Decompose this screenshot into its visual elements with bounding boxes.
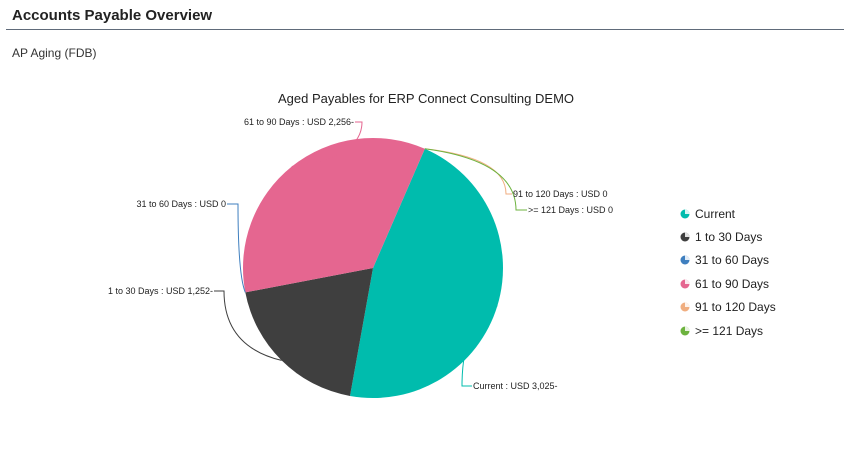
- legend-item-1[interactable]: 1 to 30 Days: [680, 225, 776, 248]
- legend-swatch-icon: [680, 279, 690, 289]
- legend-swatch-icon: [680, 232, 690, 242]
- legend-label: 31 to 60 Days: [695, 253, 770, 268]
- data-label-0: Current : USD 3,025-: [473, 381, 558, 391]
- data-label-3: 61 to 90 Days : USD 2,256-: [244, 117, 354, 127]
- page-title: Accounts Payable Overview: [12, 7, 213, 24]
- data-label-1: 1 to 30 Days : USD 1,252-: [108, 286, 213, 296]
- leader-line-1: [214, 290, 282, 361]
- legend-swatch-icon: [680, 209, 690, 219]
- legend-label: >= 121 Days: [695, 323, 764, 338]
- chart-title: Aged Payables for ERP Connect Consulting…: [278, 91, 574, 106]
- pie-slice-1[interactable]: [245, 268, 373, 396]
- leader-line-2: [227, 203, 246, 293]
- legend-item-2[interactable]: 31 to 60 Days: [680, 249, 776, 272]
- data-label-5: >= 121 Days : USD 0: [528, 205, 613, 215]
- legend-swatch-icon: [680, 326, 690, 336]
- section-label: AP Aging (FDB): [12, 46, 97, 60]
- data-label-4: 91 to 120 Days : USD 0: [513, 189, 608, 199]
- leader-line-3: [291, 121, 363, 167]
- leader-line-0: [461, 305, 498, 387]
- legend-item-4[interactable]: 91 to 120 Days: [680, 296, 776, 319]
- legend-label: 1 to 30 Days: [695, 230, 763, 245]
- legend-item-3[interactable]: 61 to 90 Days: [680, 272, 776, 295]
- data-label-2: 31 to 60 Days : USD 0: [136, 199, 226, 209]
- legend-swatch-icon: [680, 255, 690, 265]
- legend-item-5[interactable]: >= 121 Days: [680, 319, 776, 342]
- legend-label: Current: [695, 206, 736, 221]
- title-divider: [6, 29, 844, 30]
- leader-line-5: [424, 148, 527, 211]
- legend-label: 61 to 90 Days: [695, 276, 770, 291]
- pie-slice-0[interactable]: [349, 148, 504, 398]
- legend-label: 91 to 120 Days: [695, 300, 776, 315]
- pie-slice-3[interactable]: [242, 138, 425, 293]
- legend-item-0[interactable]: Current: [680, 202, 776, 225]
- legend-swatch-icon: [680, 302, 690, 312]
- chart-legend: Current 1 to 30 Days 31 to 60 Days 61 to 90…: [680, 202, 776, 342]
